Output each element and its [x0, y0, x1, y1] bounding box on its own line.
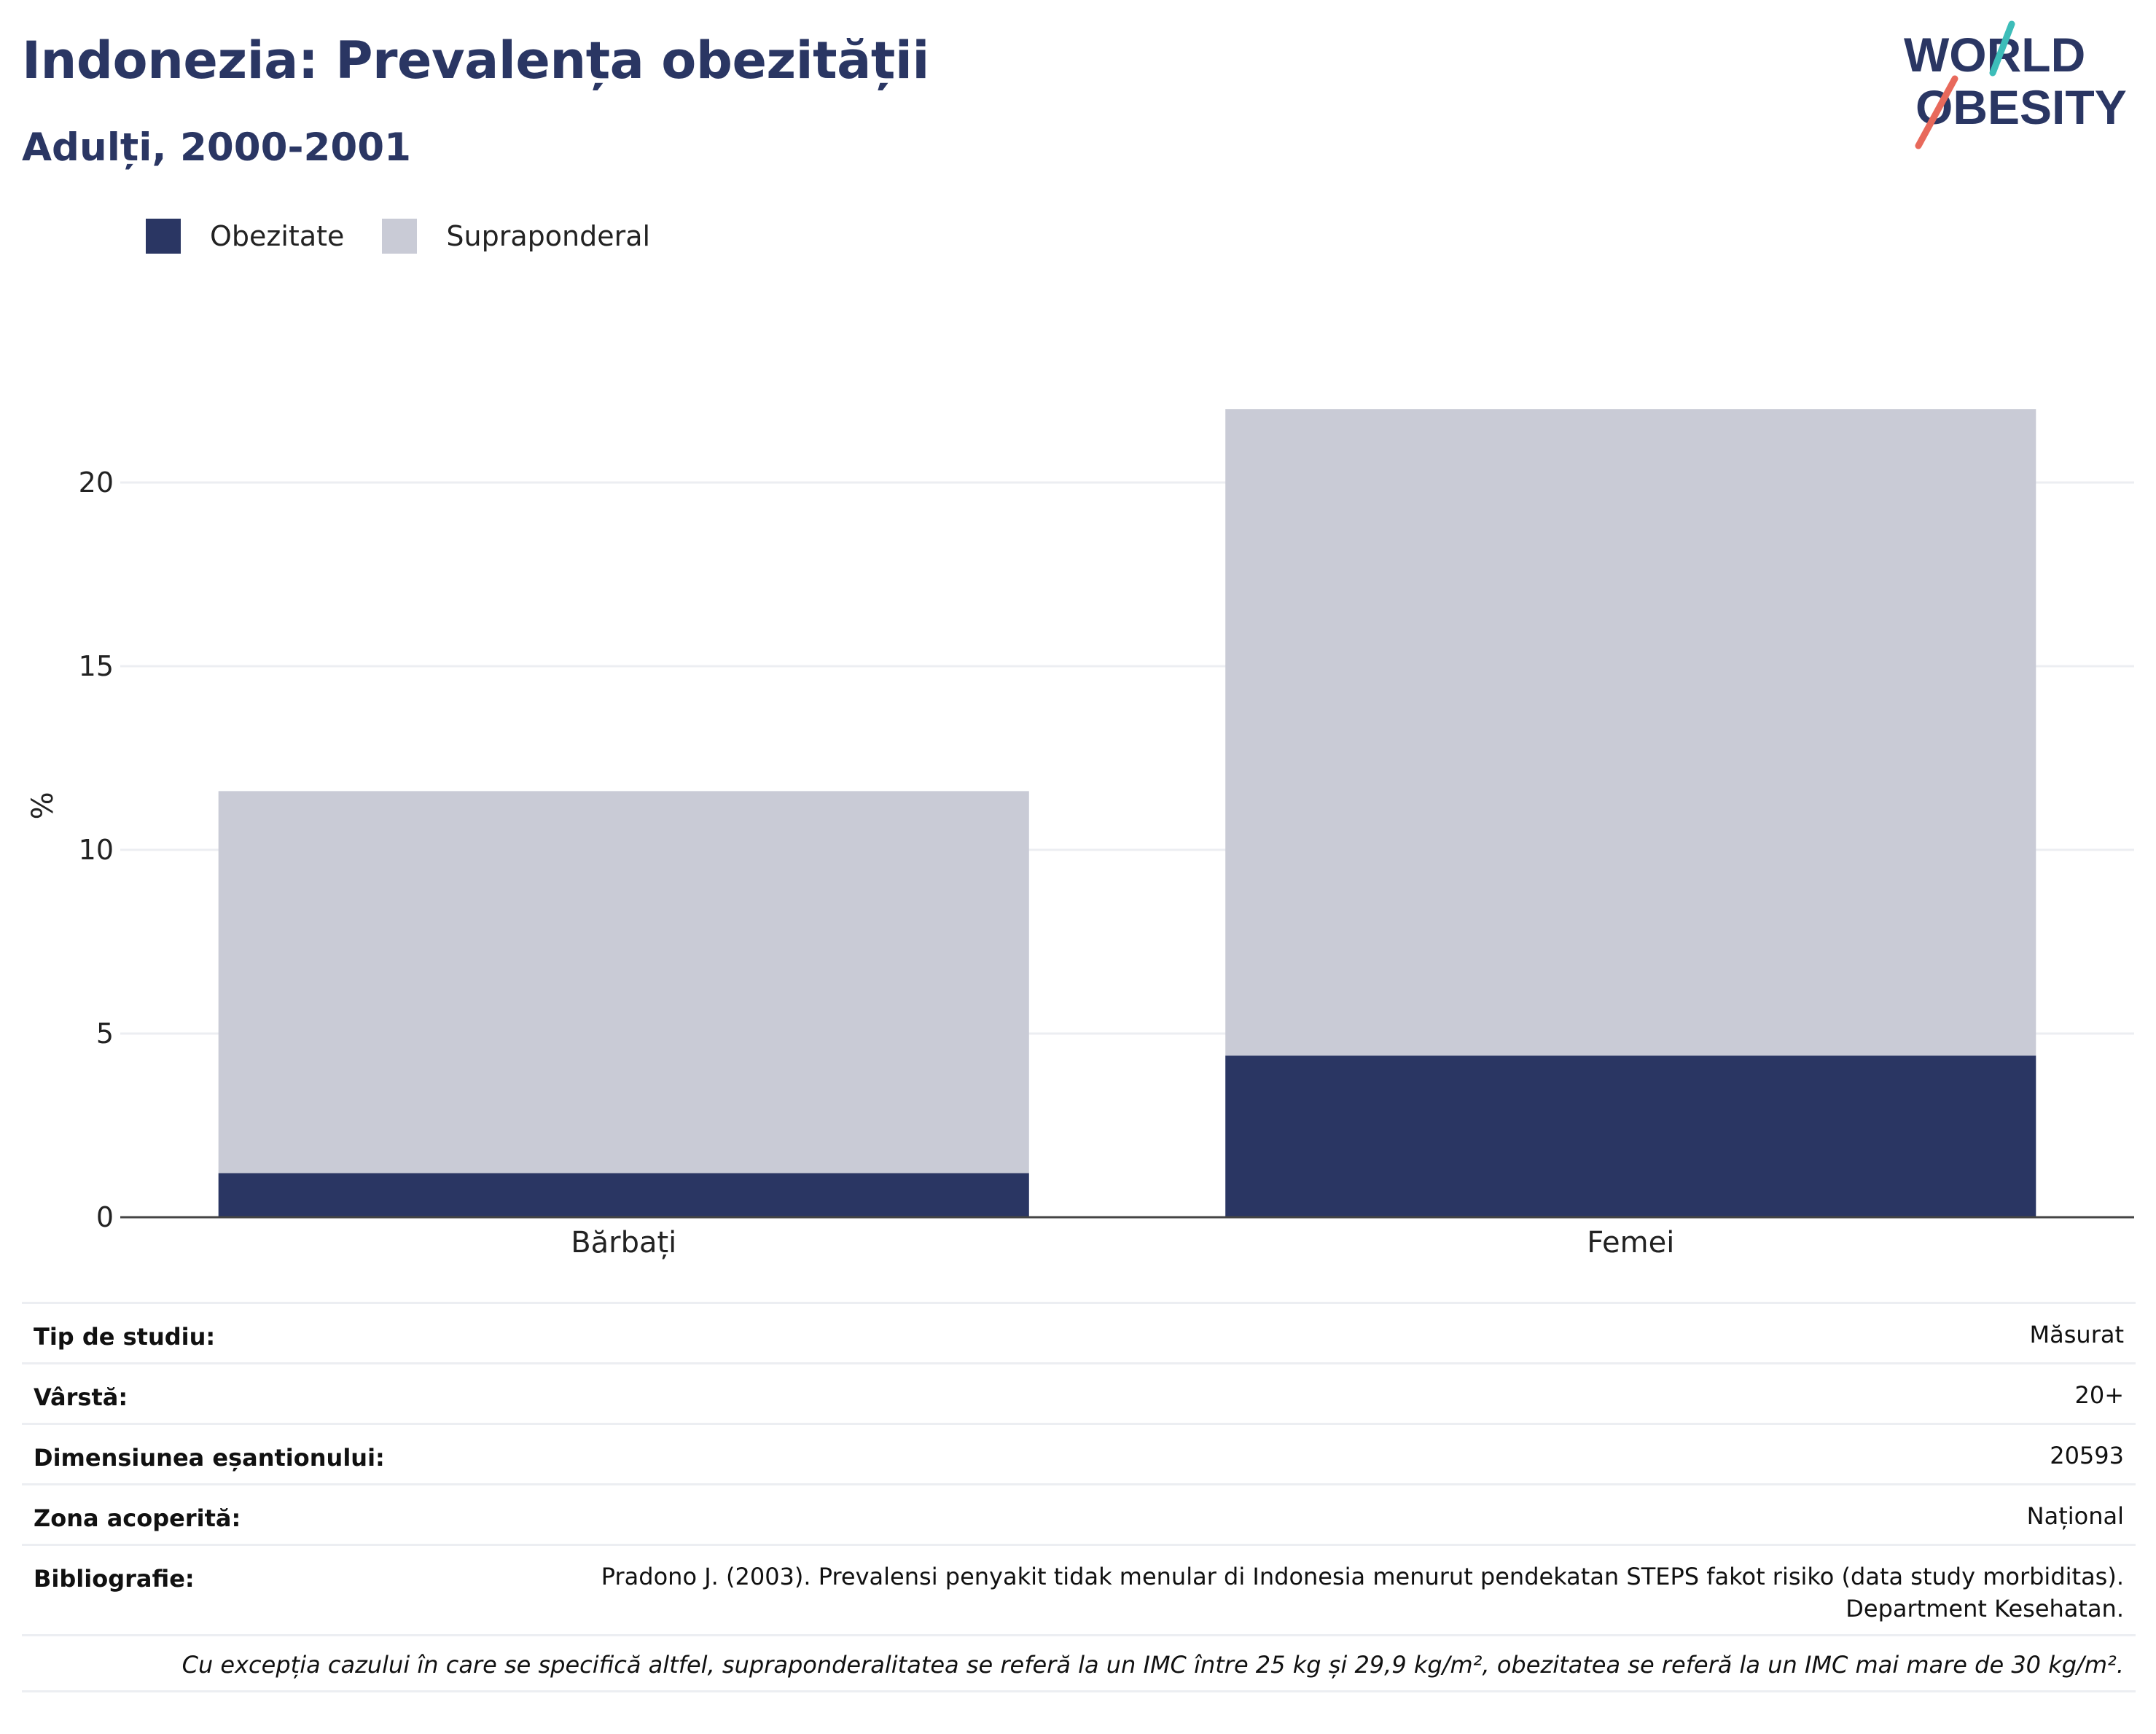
bar-overweight-0	[218, 791, 1029, 1173]
x-tick-label: Femei	[1587, 1226, 1674, 1260]
bibliography-label: Bibliografie:	[34, 1565, 195, 1593]
sample-size-label: Dimensiunea eșantionului:	[34, 1444, 385, 1472]
bar-overweight-1	[1225, 409, 2036, 1056]
logo-slash-teal	[1989, 20, 2015, 77]
age-value: 20+	[2074, 1381, 2124, 1409]
study-metadata: Tip de studiu: Măsurat Vârstă: 20+ Dimen…	[22, 1302, 2136, 1692]
area-value: Național	[2026, 1502, 2124, 1530]
y-tick-label: 5	[96, 1018, 114, 1050]
bibliography-value: Pradono J. (2003). Prevalensi penyakit t…	[601, 1561, 2124, 1625]
study-type-value: Măsurat	[2029, 1321, 2124, 1348]
y-tick-label: 0	[96, 1201, 114, 1233]
logo-slash-coral	[1915, 75, 1958, 149]
meta-row-sample-size: Dimensiunea eșantionului: 20593	[22, 1423, 2136, 1483]
chart-legend: Obezitate Supraponderal	[146, 217, 688, 255]
bibliography-line-1: Pradono J. (2003). Prevalensi penyakit t…	[601, 1563, 2124, 1590]
legend-label-obesity: Obezitate	[210, 220, 345, 252]
legend-item-overweight[interactable]: Supraponderal	[382, 219, 650, 254]
bibliography-line-2: Department Kesehatan.	[1846, 1595, 2124, 1622]
meta-row-area: Zona acoperită: Național	[22, 1483, 2136, 1544]
page-title: Indonezia: Prevalența obezității	[22, 31, 929, 90]
area-label: Zona acoperită:	[34, 1504, 241, 1532]
legend-swatch-obesity	[146, 219, 181, 254]
stacked-bar-chart: 0 5 10 15 20% Bărbați Femei	[26, 409, 2134, 1260]
footnote: Cu excepția cazului în care se specifică…	[22, 1634, 2136, 1692]
study-type-label: Tip de studiu:	[34, 1323, 216, 1351]
bar-obesity-0	[218, 1173, 1029, 1217]
meta-row-age: Vârstă: 20+	[22, 1362, 2136, 1423]
y-tick-label: 10	[79, 834, 114, 866]
meta-row-study-type: Tip de studiu: Măsurat	[22, 1302, 2136, 1362]
meta-row-bibliography: Bibliografie: Pradono J. (2003). Prevale…	[22, 1544, 2136, 1634]
world-obesity-logo: WORLD OBESITY	[1904, 20, 2127, 149]
legend-item-obesity[interactable]: Obezitate	[146, 219, 344, 254]
y-tick-label: 20	[79, 466, 114, 499]
sample-size-value: 20593	[2050, 1442, 2124, 1469]
legend-swatch-overweight	[382, 219, 418, 254]
legend-label-overweight: Supraponderal	[446, 220, 651, 252]
bar-obesity-1	[1225, 1055, 2036, 1217]
page-subtitle: Adulți, 2000-2001	[22, 125, 411, 170]
age-label: Vârstă:	[34, 1383, 128, 1411]
y-tick-label: 15	[79, 650, 114, 682]
y-axis-label: %	[26, 792, 60, 819]
x-tick-label: Bărbați	[571, 1226, 676, 1260]
